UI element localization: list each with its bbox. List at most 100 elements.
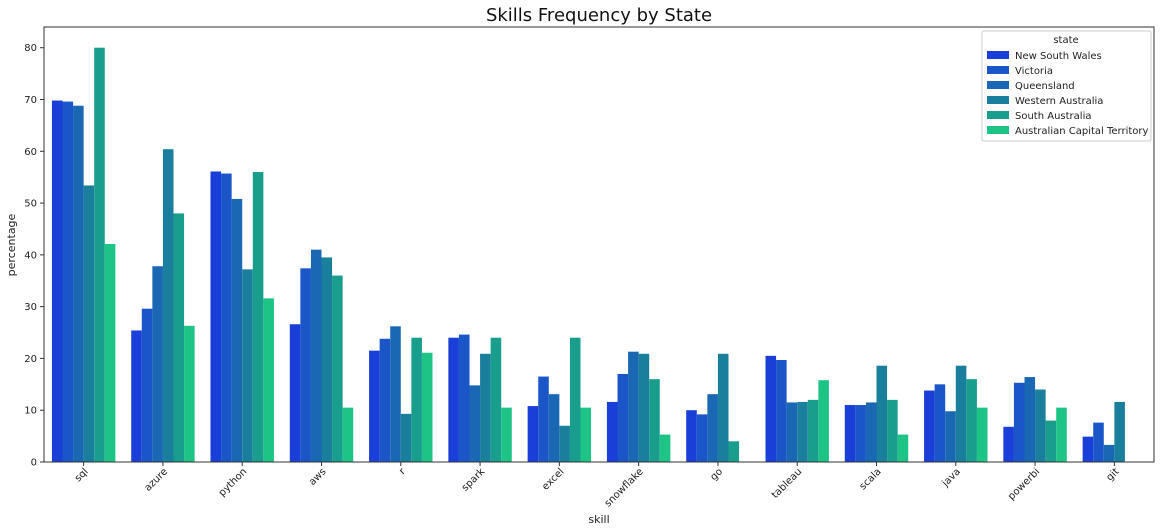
x-tick-label: powerbi [1006, 466, 1042, 502]
bar-java-1 [934, 384, 946, 462]
bar-git-0 [1082, 436, 1094, 463]
x-tick-label: scala [858, 466, 884, 492]
bar-scala-5 [897, 434, 909, 462]
bar-azure-2 [152, 266, 163, 462]
bar-tableau-1 [776, 359, 787, 462]
bar-snowflake-3 [638, 353, 650, 462]
bar-go-2 [707, 394, 718, 462]
x-axis-label: skill [588, 513, 609, 526]
bar-python-2 [231, 198, 243, 462]
x-tick-label: python [217, 466, 250, 499]
x-axis: sql azure python aws r spark excel snowflake go t… [73, 462, 1122, 509]
bar-python-1 [221, 173, 232, 463]
bar-snowflake-5 [659, 434, 671, 462]
y-tick-label: 0 [31, 458, 37, 469]
y-axis: 0 10 20 30 40 50 60 70 80 [24, 43, 44, 469]
x-tick-label: aws [307, 466, 329, 488]
bar-go-4 [728, 441, 740, 462]
legend-item: Western Australia [1015, 96, 1103, 107]
bar-scala-0 [844, 405, 856, 462]
bar-snowflake-1 [617, 373, 629, 462]
legend-swatch [987, 66, 1009, 74]
bar-java-4 [966, 379, 977, 462]
legend-swatch [987, 81, 1009, 89]
x-tick-label: spark [460, 466, 487, 493]
bar-python-5 [263, 298, 274, 462]
bar-powerbi-4 [1045, 420, 1057, 462]
bar-spark-1 [458, 334, 470, 462]
bar-aws-3 [321, 257, 333, 462]
bar-aws-0 [289, 324, 301, 462]
x-tick-label: azure [143, 466, 170, 493]
bar-git-3 [1114, 401, 1125, 462]
bar-excel-2 [548, 394, 560, 462]
bar-spark-0 [448, 337, 459, 462]
y-tick-label: 10 [24, 406, 37, 417]
bar-powerbi-0 [1003, 426, 1014, 462]
bar-snowflake-4 [649, 379, 660, 462]
bar-python-4 [252, 172, 264, 462]
bar-sql-0 [51, 100, 63, 462]
bar-azure-5 [184, 325, 195, 462]
bar-java-2 [945, 411, 956, 462]
bar-r-2 [390, 326, 401, 462]
chart-title: Skills Frequency by State [486, 5, 712, 26]
bar-spark-4 [490, 337, 502, 462]
bar-excel-3 [559, 425, 570, 462]
bar-tableau-0 [765, 355, 777, 462]
bar-java-0 [924, 390, 935, 462]
bar-tableau-4 [807, 399, 819, 462]
legend-item: Queensland [1015, 81, 1075, 92]
bar-tableau-5 [818, 380, 829, 462]
bar-scala-3 [876, 365, 888, 462]
legend-item: South Australia [1015, 111, 1091, 122]
bar-azure-3 [162, 149, 174, 462]
bar-excel-4 [569, 337, 581, 462]
bar-git-1 [1093, 422, 1104, 462]
bar-r-3 [400, 413, 412, 462]
x-tick-label: excel [540, 466, 566, 492]
legend-item: New South Wales [1015, 51, 1102, 62]
bar-go-3 [717, 353, 729, 462]
x-tick-label: sql [73, 466, 91, 484]
y-tick-label: 30 [24, 302, 37, 313]
bar-r-0 [369, 350, 380, 462]
x-tick-label: go [708, 466, 725, 483]
bar-azure-4 [173, 213, 185, 462]
bar-python-0 [210, 171, 222, 463]
y-tick-label: 80 [24, 43, 37, 54]
bar-scala-1 [855, 405, 866, 462]
bar-azure-1 [141, 308, 153, 462]
bar-powerbi-1 [1013, 382, 1025, 462]
bar-sql-4 [94, 47, 105, 463]
bar-java-5 [976, 407, 988, 463]
bar-spark-3 [480, 353, 491, 462]
bar-powerbi-5 [1056, 407, 1067, 463]
bar-powerbi-2 [1024, 377, 1036, 462]
bar-excel-5 [580, 407, 592, 463]
y-tick-label: 40 [24, 250, 37, 261]
y-tick-label: 20 [24, 354, 37, 365]
bar-java-3 [955, 365, 967, 462]
bar-scala-2 [865, 402, 877, 462]
y-tick-label: 70 [24, 95, 37, 106]
bar-excel-1 [538, 376, 549, 462]
bar-aws-5 [342, 407, 354, 463]
bar-aws-2 [310, 249, 322, 462]
legend-swatch [987, 51, 1009, 59]
legend-swatch [987, 126, 1009, 134]
y-tick-label: 50 [24, 199, 37, 210]
bar-sql-5 [104, 243, 116, 462]
legend-box [981, 30, 1152, 142]
bar-spark-5 [501, 407, 512, 463]
bar-spark-2 [469, 385, 481, 462]
bar-r-1 [379, 338, 391, 462]
bar-tableau-2 [786, 402, 798, 462]
legend-title: state [1053, 35, 1078, 46]
bar-tableau-3 [797, 401, 808, 462]
y-axis-label: percentage [5, 213, 18, 276]
legend-items: New South Wales Victoria Queensland Western… [987, 51, 1149, 137]
bar-r-4 [411, 337, 422, 462]
bars-layer [51, 47, 1125, 463]
